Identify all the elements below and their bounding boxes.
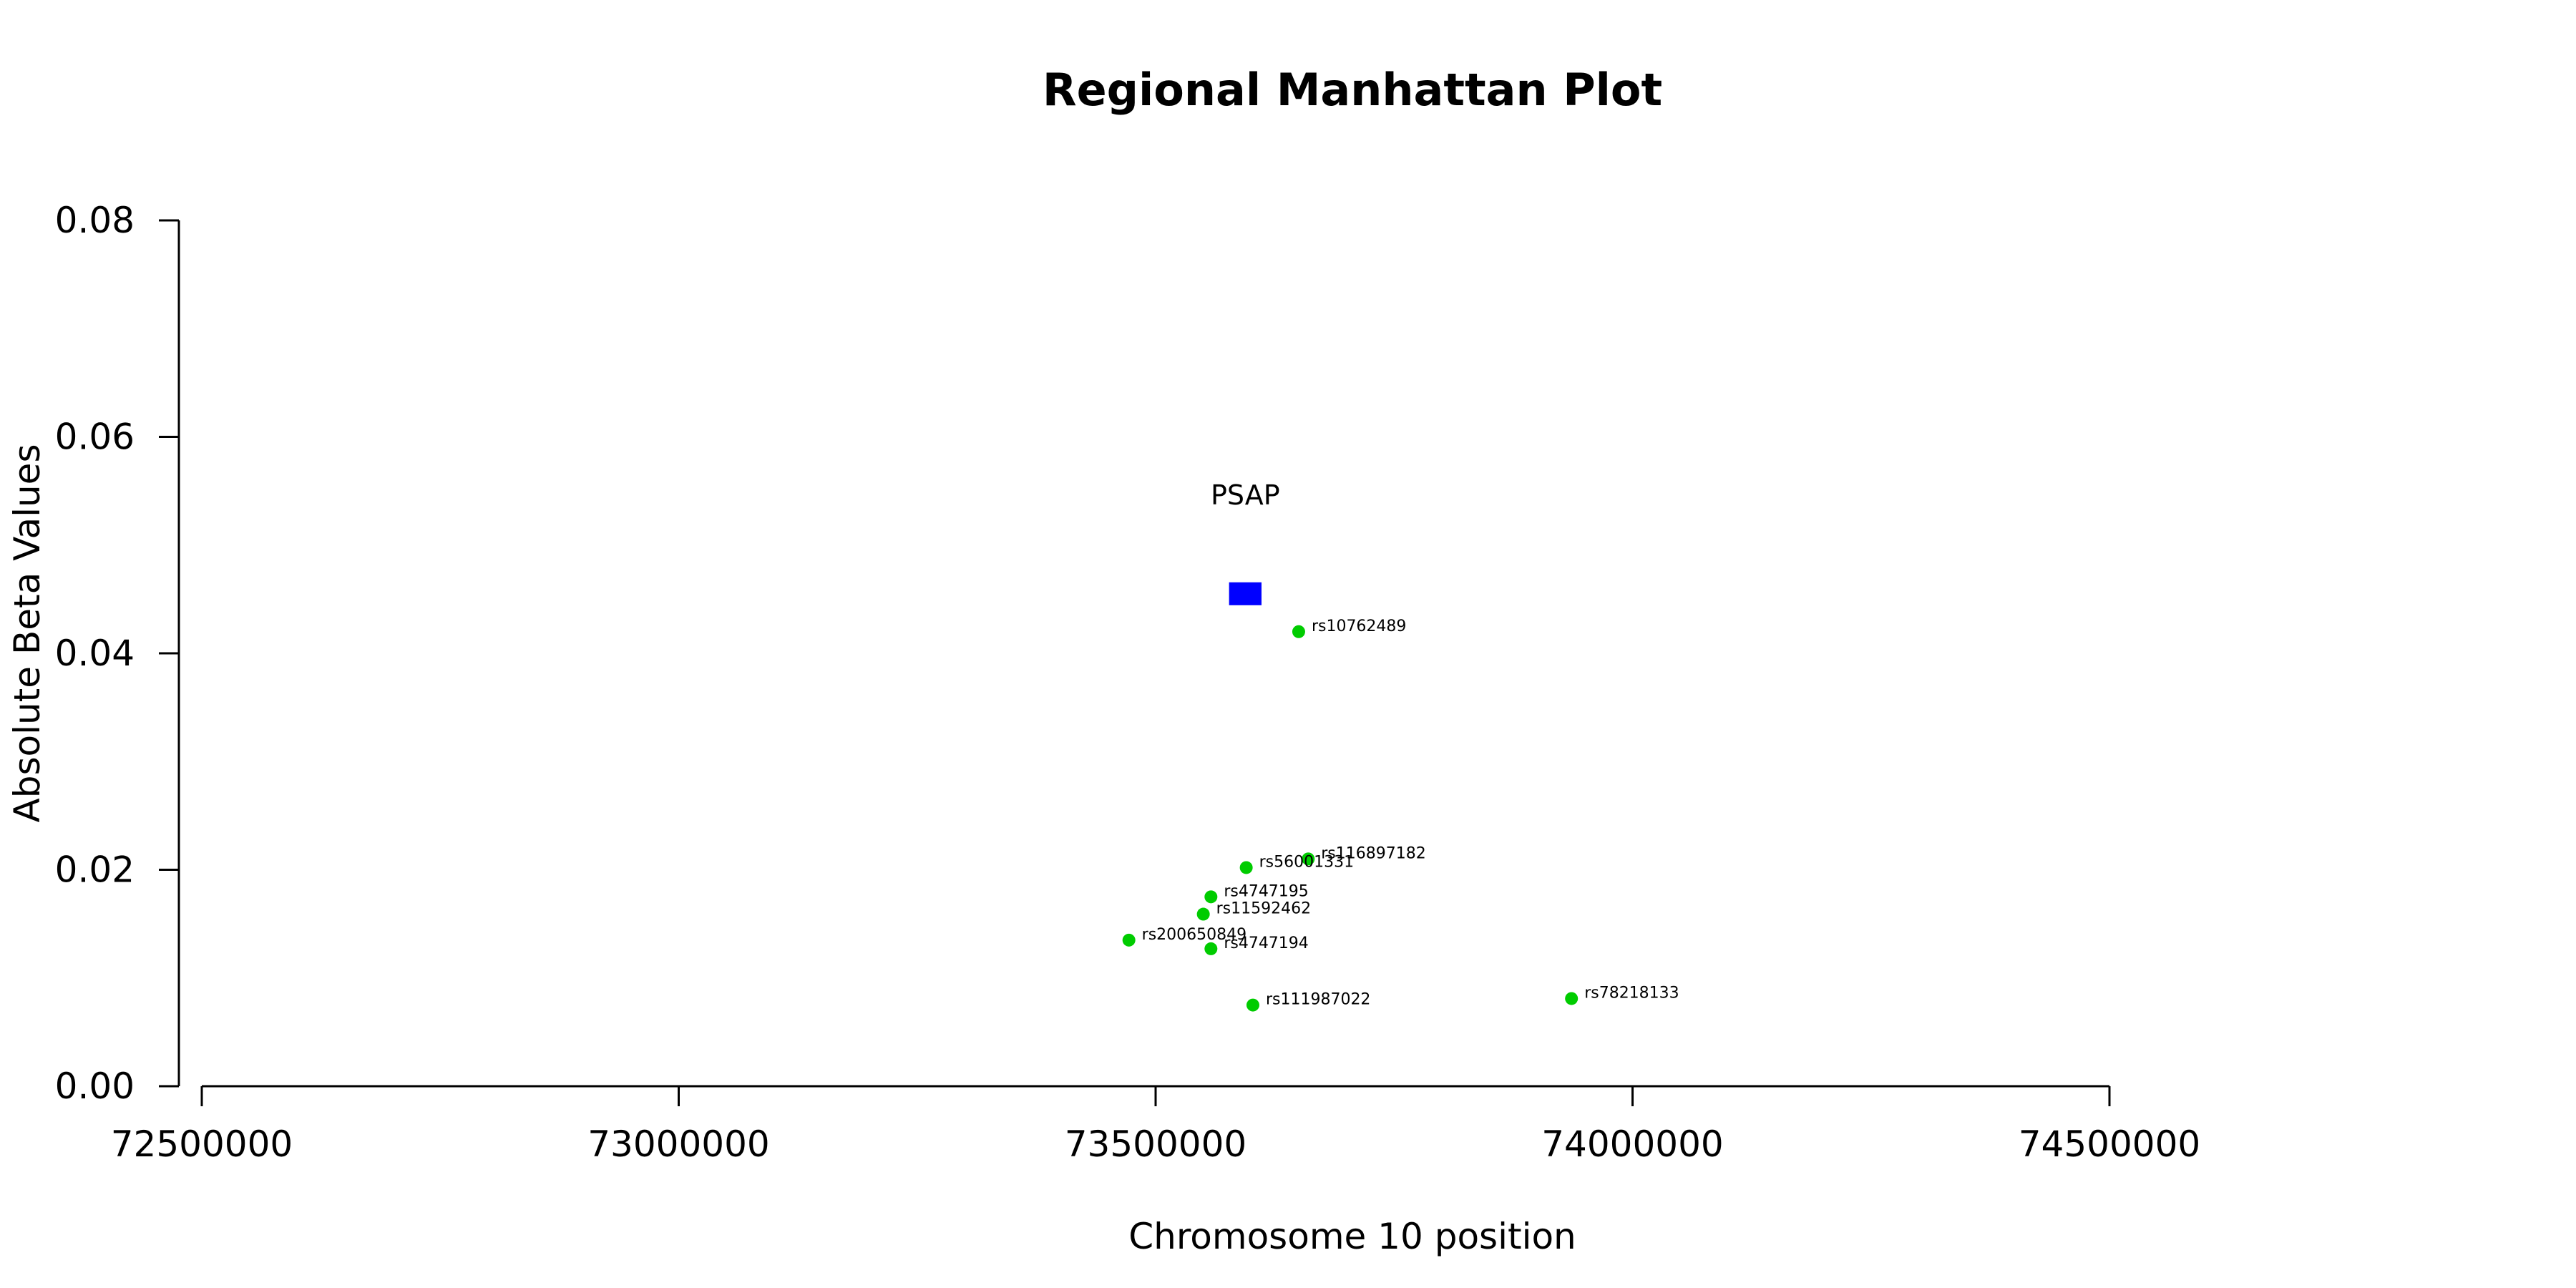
axes: 72500000 73000000 73500000 74000000 74500000…: [55, 200, 2201, 1165]
snp-label: rs10762489: [1312, 618, 1406, 635]
x-axis-label: Chromosome 10 position: [1128, 1216, 1576, 1257]
snp-point: [1122, 933, 1136, 947]
snp-point: [1292, 625, 1305, 638]
snp-label: rs200650849: [1142, 926, 1246, 944]
y-tick-label: 0.08: [55, 200, 135, 241]
x-tick-label: 73500000: [1065, 1123, 1247, 1165]
y-tick-label: 0.06: [55, 416, 135, 458]
snp-label: rs78218133: [1584, 984, 1679, 1002]
x-tick-label: 74500000: [2019, 1123, 2201, 1165]
chart-title: Regional Manhattan Plot: [1043, 64, 1662, 116]
snp-label: rs56001331: [1259, 853, 1354, 871]
gene-box: [1229, 582, 1262, 605]
x-tick-label: 72500000: [111, 1123, 293, 1165]
gene-label: PSAP: [1211, 479, 1280, 511]
y-tick-label: 0.02: [55, 849, 135, 891]
snp-label: rs4747195: [1224, 882, 1309, 900]
snp-point: [1565, 992, 1579, 1005]
snp-point: [1204, 890, 1218, 904]
snp-point: [1204, 942, 1218, 955]
x-tick-label: 73000000: [587, 1123, 770, 1165]
x-tick-label: 74000000: [1541, 1123, 1724, 1165]
snp-label: rs11592462: [1216, 900, 1311, 918]
snp-point: [1196, 907, 1210, 921]
snp-label: rs116897182: [1321, 844, 1425, 862]
snp-label: rs4747194: [1224, 935, 1309, 952]
snp-point: [1246, 998, 1259, 1012]
snp-point: [1239, 861, 1253, 874]
y-tick-label: 0.04: [55, 633, 135, 674]
snp-point: [1302, 852, 1315, 866]
snp-label: rs111987022: [1266, 991, 1370, 1009]
y-tick-label: 0.00: [55, 1065, 135, 1107]
y-axis-label: Absolute Beta Values: [6, 444, 48, 823]
